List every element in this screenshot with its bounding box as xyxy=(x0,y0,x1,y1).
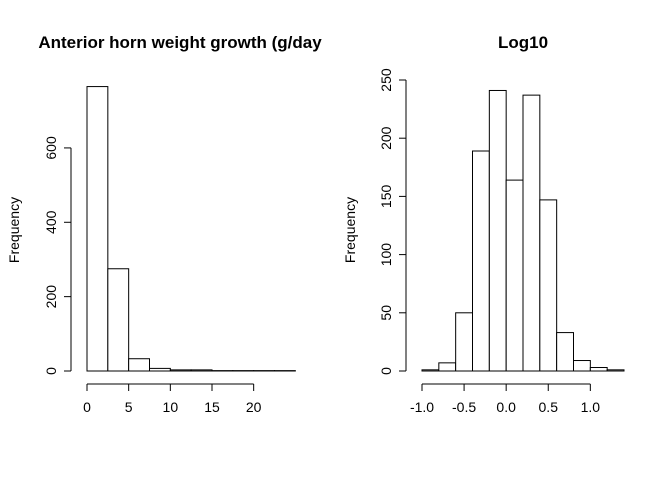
histogram-bar xyxy=(539,199,558,372)
x-tick-label: 1.0 xyxy=(581,399,601,415)
y-axis-label: Frequency xyxy=(342,197,358,263)
histogram-bar xyxy=(606,369,625,372)
bars xyxy=(86,86,296,372)
y-tick-label: 150 xyxy=(378,185,394,209)
histogram-bar xyxy=(505,179,524,372)
histogram-bar xyxy=(128,358,151,372)
histogram-bar xyxy=(421,369,440,372)
x-tick-label: 15 xyxy=(204,399,220,415)
chart-title: Log10 xyxy=(498,33,548,52)
x-tick-label: 5 xyxy=(125,399,133,415)
histogram-bar xyxy=(190,369,213,372)
histogram-bar xyxy=(573,360,591,372)
histogram-bar xyxy=(522,94,541,372)
y-tick-label: 100 xyxy=(378,243,394,267)
y-tick-label: 50 xyxy=(378,305,394,321)
histogram-bar xyxy=(472,150,490,372)
x-tick-label: 0 xyxy=(83,399,91,415)
chart-title: Anterior horn weight growth (g/day xyxy=(38,33,322,52)
histogram-bar xyxy=(107,268,130,372)
x-tick-label: 0.0 xyxy=(496,399,516,415)
x-tick-label: 0.5 xyxy=(539,399,559,415)
histogram-bar xyxy=(488,89,507,372)
y-tick-label: 600 xyxy=(43,136,59,160)
histogram-bar xyxy=(589,367,608,372)
histogram-bar xyxy=(169,369,192,372)
y-tick-label: 200 xyxy=(43,285,59,309)
bars xyxy=(421,89,625,372)
y-axis: 0 50 100 150 200 250 xyxy=(378,68,407,375)
x-axis: 0 5 10 15 20 xyxy=(83,383,262,415)
histogram-bar xyxy=(86,86,109,372)
histogram-bar xyxy=(438,362,457,372)
x-tick-label: -1.0 xyxy=(410,399,434,415)
histogram-bar xyxy=(149,367,171,372)
y-tick-label: 0 xyxy=(378,367,394,375)
x-tick-label: -0.5 xyxy=(452,399,476,415)
x-tick-label: 10 xyxy=(163,399,179,415)
x-axis: -1.0 -0.5 0.0 0.5 1.0 xyxy=(410,383,601,415)
histogram-bar xyxy=(556,332,575,372)
y-axis-label: Frequency xyxy=(6,197,22,263)
histogram-bar xyxy=(455,312,473,372)
y-tick-label: 200 xyxy=(378,126,394,150)
histogram-log10-panel: Log10 Frequency -1.0 -0.5 0.0 0.5 1.0 0 50 100… xyxy=(342,33,625,415)
x-tick-label: 20 xyxy=(246,399,262,415)
y-tick-label: 400 xyxy=(43,210,59,234)
y-tick-label: 250 xyxy=(378,68,394,92)
histogram-raw-panel: Anterior horn weight growth (g/day Frequ… xyxy=(6,33,322,415)
y-axis: 0 200 400 600 xyxy=(43,136,72,375)
y-tick-label: 0 xyxy=(43,367,59,375)
